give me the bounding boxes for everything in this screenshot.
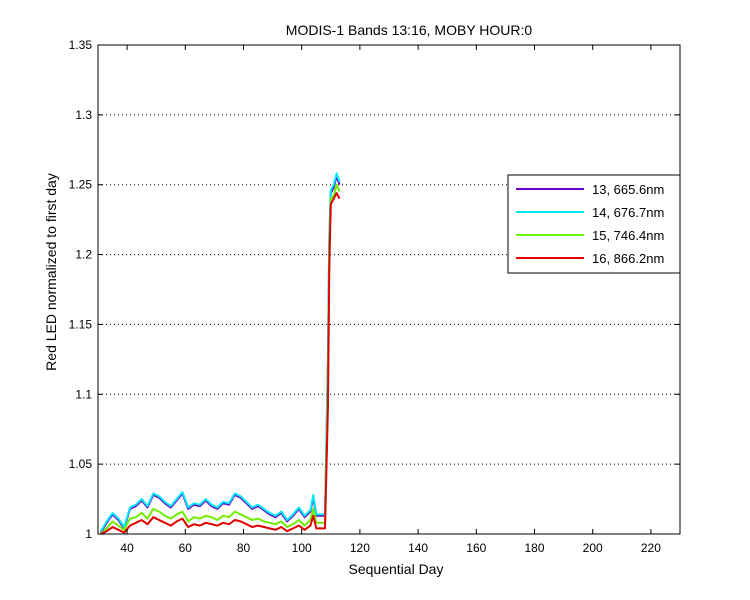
legend-label: 13, 665.6nm xyxy=(592,182,664,197)
x-tick-label: 100 xyxy=(292,541,312,555)
legend-box xyxy=(507,174,681,274)
y-tick-label: 1.3 xyxy=(75,108,92,122)
legend-label: 14, 676.7nm xyxy=(592,205,664,220)
y-tick-label: 1.35 xyxy=(69,38,93,52)
series-line-band-15 xyxy=(100,183,341,535)
axis-ticks: 1 1.05 1.1 1.15 1.2 1.25 1.3 1.35 40 60 80 100 120 14… xyxy=(69,38,680,555)
y-tick-label: 1 xyxy=(85,527,92,541)
y-tick-label: 1.05 xyxy=(69,457,93,471)
series-lines xyxy=(100,172,341,535)
x-tick-label: 200 xyxy=(583,541,603,555)
plot-area xyxy=(98,45,680,534)
x-axis-label: Sequential Day xyxy=(349,561,444,577)
legend-label: 15, 746.4nm xyxy=(592,228,664,243)
x-tick-label: 180 xyxy=(524,541,544,555)
x-tick-label: 140 xyxy=(408,541,428,555)
y-tick-label: 1.25 xyxy=(69,178,93,192)
legend: 13, 665.6nm 14, 676.7nm 15, 746.4nm 16, 866… xyxy=(507,174,681,274)
x-tick-label: 80 xyxy=(237,541,251,555)
series-line-band-14 xyxy=(100,172,341,532)
y-axis-label: Red LED normalized to first day xyxy=(43,173,59,371)
y-tick-label: 1.2 xyxy=(75,248,92,262)
y-tick-label: 1.15 xyxy=(69,317,93,331)
plot-frame xyxy=(97,44,681,535)
x-tick-label: 220 xyxy=(641,541,661,555)
x-tick-label: 120 xyxy=(350,541,370,555)
chart-title: MODIS-1 Bands 13:16, MOBY HOUR:0 xyxy=(286,22,533,38)
x-tick-label: 160 xyxy=(466,541,486,555)
series-line-band-16 xyxy=(100,192,341,535)
legend-label: 16, 866.2nm xyxy=(592,251,664,266)
x-tick-label: 60 xyxy=(179,541,193,555)
y-tick-label: 1.1 xyxy=(75,387,92,401)
x-tick-label: 40 xyxy=(120,541,134,555)
